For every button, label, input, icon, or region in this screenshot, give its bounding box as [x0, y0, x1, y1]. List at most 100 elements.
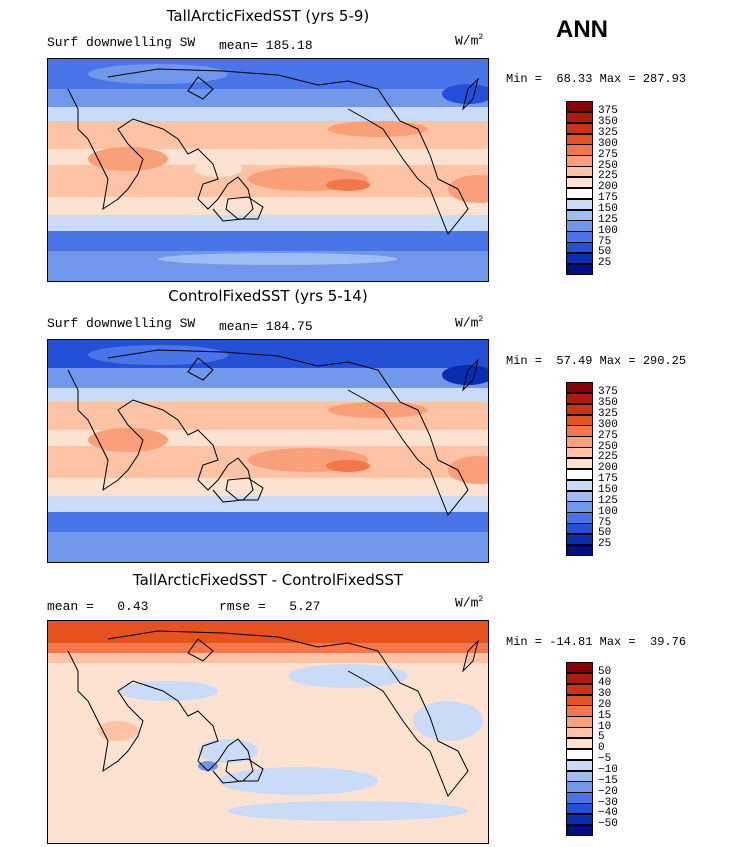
colorbar-label: 300	[598, 137, 618, 150]
panel-1-variable: Surf downwelling SW	[47, 35, 196, 50]
colorbar-label: 25	[598, 257, 612, 270]
colorbar-swatch	[566, 263, 593, 276]
panel-3-title: TallArcticFixedSST - ControlFixedSST	[132, 571, 404, 589]
colorbar-label: 200	[598, 181, 618, 194]
colorbar-swatch	[566, 166, 593, 178]
colorbar-swatch	[566, 781, 593, 793]
panel-2-colorbar: 375 350 325 300 275 250 225 200 175 150 125 100 75 50…	[566, 382, 636, 557]
colorbar-swatch	[566, 501, 593, 513]
colorbar-label: −30	[598, 796, 618, 809]
panel-3-units: W/m2	[455, 595, 484, 611]
colorbar-label: −15	[598, 774, 618, 787]
colorbar-label: 5	[598, 731, 605, 744]
colorbar-swatch	[566, 392, 593, 405]
colorbar-label: 225	[598, 451, 618, 464]
colorbar-label: 350	[598, 116, 618, 129]
colorbar-swatch	[566, 479, 593, 491]
colorbar-swatch	[566, 824, 593, 837]
colorbar-label: 375	[598, 386, 618, 399]
colorbar-label: 150	[598, 484, 618, 496]
colorbar-swatch	[566, 252, 593, 265]
colorbar-swatch	[566, 198, 593, 210]
panel-2-title: ControlFixedSST (yrs 5-14)	[168, 287, 368, 305]
colorbar-label: 250	[598, 159, 618, 172]
panel-1-colorbar: 375 350 325 300 275 250 225 200 175 150 125 100 75 50…	[566, 101, 636, 276]
season-label: ANN	[556, 16, 608, 43]
panel-3-mean: mean = 0.43	[47, 599, 149, 614]
colorbar-swatch	[566, 133, 593, 145]
colorbar-label: 15	[598, 709, 612, 722]
colorbar-label: 75	[598, 516, 612, 529]
colorbar-label: −20	[598, 785, 618, 798]
colorbar-swatch	[566, 231, 593, 243]
panel-1-minmax: Min = 68.33 Max = 287.93	[506, 72, 687, 86]
colorbar-swatch	[566, 737, 593, 750]
colorbar-swatch	[566, 111, 593, 124]
colorbar-label: 300	[598, 418, 618, 431]
colorbar-swatch	[566, 544, 593, 557]
panel-3-colorbar: 50 40 30 20 15 10 5 0 −5 −10 −15 −20 −30 −40 −50	[566, 662, 636, 837]
colorbar-label: −5	[598, 753, 612, 766]
colorbar-label: 225	[598, 170, 618, 183]
colorbar-label: 75	[598, 235, 612, 248]
colorbar-swatch	[566, 727, 593, 739]
colorbar-label: 275	[598, 148, 618, 161]
colorbar-label: 250	[598, 440, 618, 453]
colorbar-swatch	[566, 803, 593, 815]
colorbar-swatch	[566, 490, 593, 502]
colorbar-swatch	[566, 523, 593, 535]
colorbar-swatch	[566, 748, 593, 761]
colorbar-label: 40	[598, 677, 612, 690]
panel-1-units: W/m2	[455, 33, 484, 49]
panel-2-variable: Surf downwelling SW	[47, 316, 196, 331]
colorbar-label: 275	[598, 429, 618, 442]
colorbar-label: 10	[598, 720, 612, 733]
panel-1-map-svg	[48, 59, 488, 281]
colorbar-swatch	[566, 512, 593, 524]
colorbar-swatch	[566, 144, 593, 156]
colorbar-swatch	[566, 155, 593, 167]
colorbar-swatch	[566, 436, 593, 448]
colorbar-label: 200	[598, 462, 618, 475]
colorbar-label: 150	[598, 203, 618, 215]
colorbar-swatch	[566, 414, 593, 426]
colorbar-swatch	[566, 187, 593, 200]
panel-3-rmse: rmse = 5.27	[219, 599, 321, 614]
panel-2-minmax: Min = 57.49 Max = 290.25	[506, 354, 687, 368]
panel-1-title: TallArcticFixedSST (yrs 5-9)	[166, 7, 370, 25]
colorbar-label: 125	[598, 494, 618, 507]
colorbar-swatch	[566, 694, 593, 706]
colorbar-swatch	[566, 220, 593, 232]
colorbar-label: 125	[598, 213, 618, 226]
colorbar-label: −40	[598, 807, 618, 820]
colorbar-label: 50	[598, 246, 612, 259]
colorbar-label: 175	[598, 192, 618, 205]
colorbar-swatch	[566, 813, 593, 826]
colorbar-swatch	[566, 716, 593, 728]
panel-1-map	[47, 58, 489, 282]
colorbar-swatch	[566, 382, 593, 394]
colorbar-label: 30	[598, 688, 612, 701]
colorbar-label: 100	[598, 505, 618, 518]
colorbar-swatch	[566, 672, 593, 685]
colorbar-swatch	[566, 468, 593, 481]
colorbar-swatch	[566, 425, 593, 437]
colorbar-swatch	[566, 176, 593, 189]
colorbar-swatch	[566, 457, 593, 470]
colorbar-label: 375	[598, 105, 618, 118]
colorbar-swatch	[566, 662, 593, 674]
panel-3-minmax: Min = -14.81 Max = 39.76	[506, 635, 687, 649]
colorbar-label: 50	[598, 666, 612, 679]
colorbar-label: −50	[598, 818, 618, 831]
colorbar-label: −10	[598, 764, 618, 776]
colorbar-swatch	[566, 209, 593, 221]
colorbar-label: 350	[598, 397, 618, 410]
colorbar-swatch	[566, 683, 593, 696]
colorbar-swatch	[566, 242, 593, 254]
panel-2-units: W/m2	[455, 315, 484, 331]
colorbar-label: 175	[598, 473, 618, 486]
panel-1-mean: mean= 185.18	[219, 38, 313, 53]
colorbar-swatch	[566, 705, 593, 717]
colorbar-label: 100	[598, 224, 618, 237]
colorbar-label: 50	[598, 527, 612, 540]
